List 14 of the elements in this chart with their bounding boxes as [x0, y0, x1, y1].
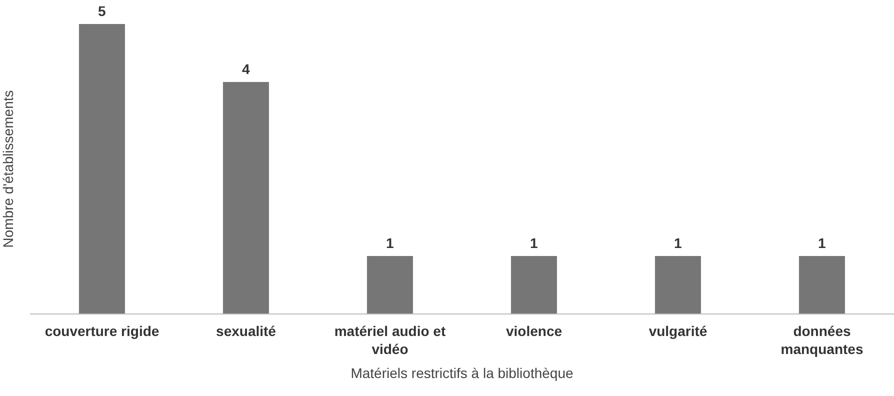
data-label: 1	[674, 235, 682, 251]
x-tick-label: couverture rigide	[44, 323, 160, 339]
x-tick-label: données manquantes	[780, 323, 864, 357]
data-label: 4	[242, 61, 250, 77]
data-label: 5	[98, 3, 106, 19]
x-tick-label: vulgarité	[648, 323, 708, 339]
data-label: 1	[818, 235, 826, 251]
x-tick-label: sexualité	[216, 323, 276, 339]
y-axis-title: Nombre d'établissements	[0, 90, 16, 248]
data-label: 1	[530, 235, 538, 251]
x-tick-label: violence	[506, 323, 562, 339]
x-axis-title: Matériels restrictifs à la bibliothèque	[350, 365, 574, 381]
x-tick-label: matériel audio et vidéo	[334, 323, 446, 357]
data-label: 1	[386, 235, 394, 251]
